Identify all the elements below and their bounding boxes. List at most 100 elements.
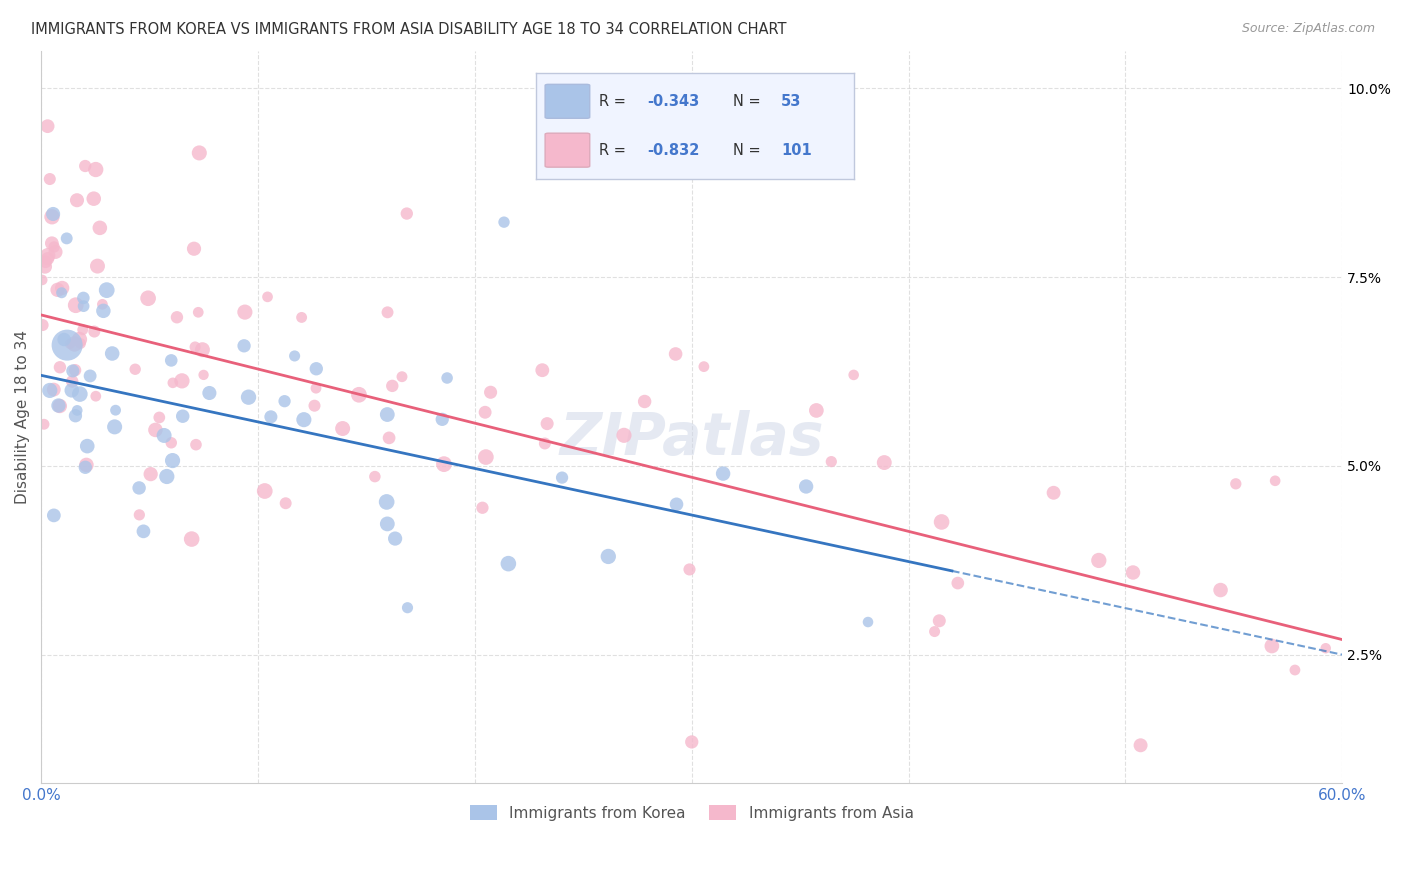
- Point: [1264, 474, 1286, 488]
- Point: [41, 236, 63, 251]
- Point: [665, 497, 688, 511]
- Point: [162, 376, 184, 390]
- Point: [63, 337, 86, 351]
- Point: [198, 386, 221, 401]
- Point: [253, 483, 276, 498]
- Point: [395, 206, 418, 220]
- Point: [180, 532, 202, 546]
- Point: [75, 458, 97, 472]
- Point: [37, 252, 59, 266]
- Point: [304, 399, 326, 413]
- Point: [711, 467, 734, 481]
- Point: [32, 417, 55, 432]
- Point: [188, 145, 211, 160]
- Point: [184, 340, 207, 354]
- Point: [34, 254, 56, 268]
- Point: [72, 299, 94, 313]
- Point: [83, 325, 105, 339]
- Point: [856, 615, 879, 629]
- Point: [536, 417, 558, 431]
- Point: [693, 359, 716, 374]
- Point: [65, 409, 87, 423]
- Point: [34, 260, 56, 274]
- Point: [1122, 566, 1144, 580]
- Point: [432, 412, 454, 426]
- Point: [51, 285, 73, 300]
- Point: [534, 436, 557, 450]
- Point: [104, 420, 127, 434]
- Point: [806, 403, 828, 417]
- Point: [66, 403, 89, 417]
- Y-axis label: Disability Age 18 to 34: Disability Age 18 to 34: [15, 330, 30, 504]
- Point: [794, 479, 817, 493]
- Point: [378, 431, 401, 445]
- Point: [96, 283, 118, 297]
- Point: [31, 273, 53, 287]
- Point: [69, 336, 91, 351]
- Point: [37, 119, 59, 133]
- Point: [62, 364, 84, 378]
- Point: [148, 410, 170, 425]
- Point: [1042, 485, 1064, 500]
- Point: [1129, 739, 1152, 753]
- Point: [42, 240, 65, 254]
- Point: [375, 516, 398, 531]
- Point: [1284, 663, 1306, 677]
- Point: [93, 303, 115, 318]
- Point: [63, 363, 86, 377]
- Point: [433, 457, 456, 471]
- Point: [183, 242, 205, 256]
- Point: [377, 305, 399, 319]
- Point: [1315, 641, 1337, 656]
- Point: [128, 508, 150, 522]
- Point: [332, 421, 354, 435]
- Point: [260, 409, 283, 424]
- Point: [49, 360, 72, 375]
- Point: [291, 310, 314, 325]
- Point: [193, 368, 215, 382]
- Legend: Immigrants from Korea, Immigrants from Asia: Immigrants from Korea, Immigrants from A…: [464, 799, 920, 827]
- Point: [678, 562, 700, 576]
- Point: [153, 428, 176, 442]
- Point: [56, 338, 79, 352]
- Point: [53, 333, 76, 347]
- Point: [91, 297, 114, 311]
- Point: [83, 192, 105, 206]
- Point: [31, 318, 53, 332]
- Point: [391, 369, 413, 384]
- Point: [42, 508, 65, 523]
- Text: IMMIGRANTS FROM KOREA VS IMMIGRANTS FROM ASIA DISABILITY AGE 18 TO 34 CORRELATIO: IMMIGRANTS FROM KOREA VS IMMIGRANTS FROM…: [31, 22, 786, 37]
- Point: [145, 423, 167, 437]
- Point: [65, 298, 87, 312]
- Point: [233, 305, 256, 319]
- Point: [132, 524, 155, 539]
- Point: [681, 735, 703, 749]
- Point: [42, 207, 65, 221]
- Point: [284, 349, 307, 363]
- Point: [170, 374, 193, 388]
- Point: [37, 248, 59, 262]
- Point: [931, 515, 953, 529]
- Point: [233, 339, 256, 353]
- Point: [436, 371, 458, 385]
- Point: [347, 388, 370, 402]
- Point: [60, 375, 83, 389]
- Point: [72, 323, 94, 337]
- Point: [38, 384, 60, 398]
- Point: [474, 405, 496, 419]
- Point: [665, 347, 688, 361]
- Point: [75, 460, 97, 475]
- Point: [48, 399, 70, 413]
- Point: [89, 220, 111, 235]
- Point: [820, 455, 842, 469]
- Point: [156, 469, 179, 483]
- Point: [292, 412, 315, 426]
- Text: Source: ZipAtlas.com: Source: ZipAtlas.com: [1241, 22, 1375, 36]
- Point: [60, 384, 83, 398]
- Point: [924, 624, 946, 639]
- Point: [928, 614, 950, 628]
- Point: [305, 361, 328, 376]
- Point: [305, 381, 328, 395]
- Point: [38, 172, 60, 186]
- Point: [79, 368, 101, 383]
